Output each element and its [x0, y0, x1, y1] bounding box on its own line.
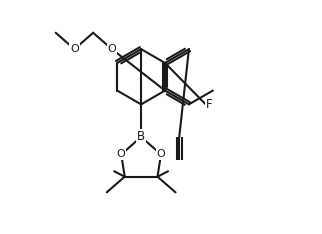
Text: O: O [117, 150, 126, 159]
Text: F: F [205, 98, 212, 111]
Text: B: B [137, 130, 145, 143]
Text: O: O [108, 44, 116, 54]
Text: O: O [156, 150, 166, 159]
Text: O: O [70, 44, 79, 54]
